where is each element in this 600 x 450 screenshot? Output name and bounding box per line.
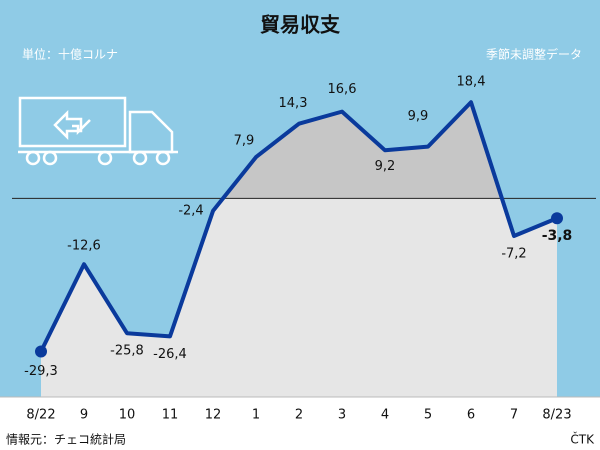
data-label: -25,8 (110, 344, 144, 359)
credit: ČTK (570, 432, 595, 447)
x-tick-label: 4 (381, 408, 389, 423)
data-label: 9,9 (408, 109, 429, 124)
data-label: -2,4 (178, 203, 203, 218)
data-label: -29,3 (24, 364, 58, 379)
x-tick-label: 8/22 (26, 408, 55, 423)
x-tick-label: 7 (510, 408, 518, 423)
line (39, 100, 558, 353)
data-label: 16,6 (328, 82, 357, 97)
x-tick-label: 9 (80, 408, 88, 423)
x-tick-label: 1 (252, 408, 260, 423)
x-tick-label: 3 (338, 408, 346, 423)
end-dot (35, 345, 47, 358)
data-label: -7,2 (501, 247, 526, 262)
end-dot (551, 212, 563, 225)
truck-icon (18, 96, 178, 166)
x-tick-label: 11 (162, 408, 179, 423)
x-tick-label: 5 (424, 408, 432, 423)
x-tick-label: 2 (295, 408, 303, 423)
area-above-zero (223, 102, 502, 199)
x-tick-label: 12 (205, 408, 222, 423)
data-label: 14,3 (279, 96, 308, 111)
data-label: 18,4 (457, 75, 486, 90)
data-label: -26,4 (153, 347, 187, 362)
subtitle: 単位：十億コルナ (22, 47, 118, 62)
data-label: -3,8 (542, 228, 573, 244)
x-tick-label: 6 (467, 408, 475, 423)
source: 情報元：チェコ統計局 (6, 432, 126, 447)
note: 季節未調整データ (486, 47, 582, 62)
data-label: 9,2 (375, 159, 396, 174)
x-tick-label: 10 (119, 408, 136, 423)
x-tick-label: 8/23 (542, 408, 571, 423)
data-label: 7,9 (234, 134, 255, 149)
chart-title: 貿易収支 (260, 13, 341, 37)
data-label: -12,6 (67, 239, 101, 254)
